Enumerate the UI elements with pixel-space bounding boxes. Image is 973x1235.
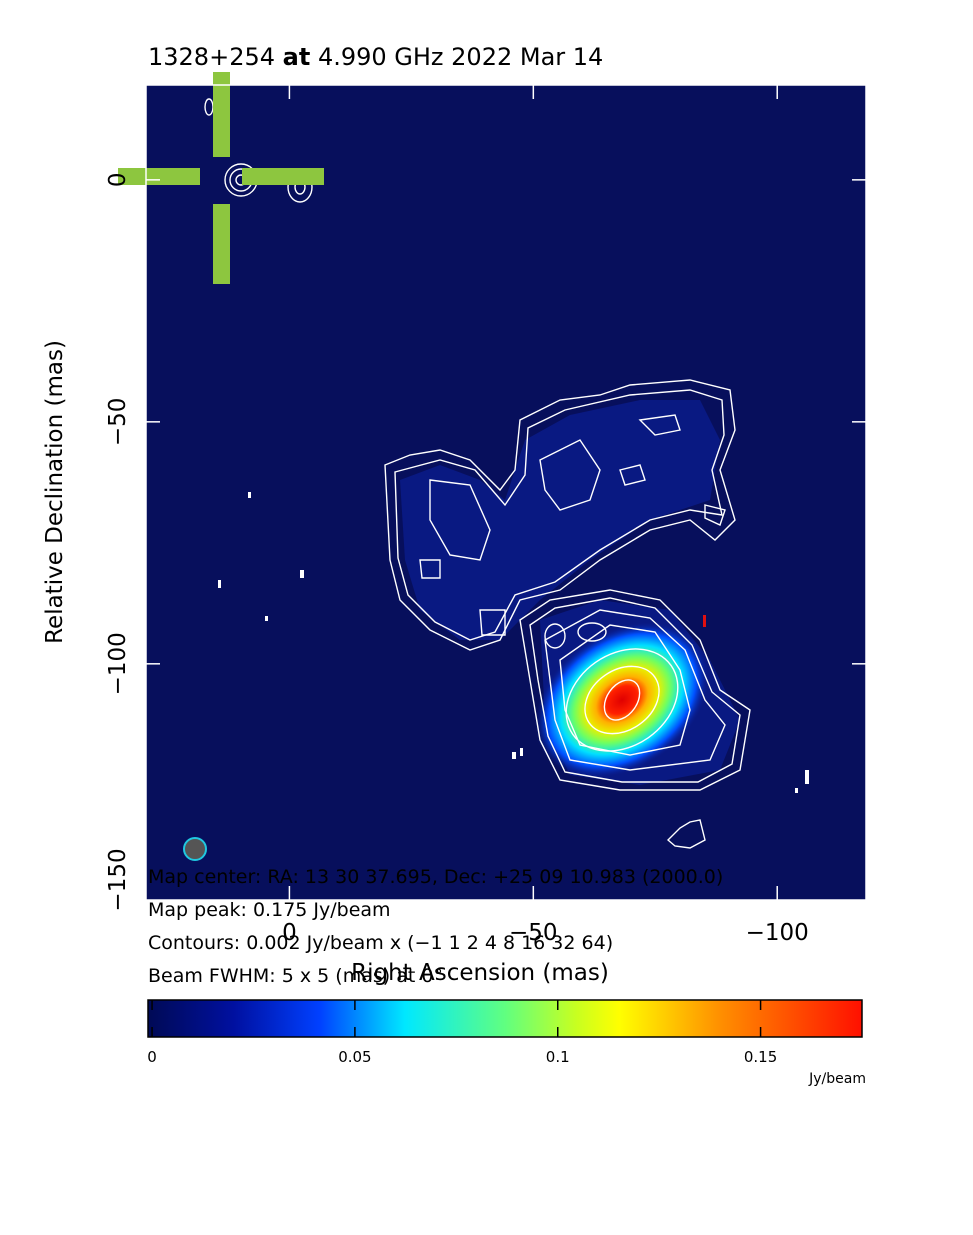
map-info: Contours: 0.002 Jy/beam x (−1 1 2 4 8 16… xyxy=(148,932,613,954)
x-tick-label: −100 xyxy=(746,920,809,946)
page: {"chart_data": {"type": "image", "title"… xyxy=(0,0,973,1231)
negative-spot xyxy=(703,615,706,627)
colorbar-tick-label: 0.05 xyxy=(338,1048,371,1066)
map-info: Map center: RA: 13 30 37.695, Dec: +25 0… xyxy=(148,866,723,888)
y-tick-label: −50 xyxy=(105,398,131,447)
colorbar-tick-label: 0 xyxy=(147,1048,157,1066)
beam xyxy=(184,838,206,860)
title-at: at xyxy=(283,43,311,71)
colorbar-tick-label: 0.1 xyxy=(546,1048,570,1066)
map-info: Map peak: 0.175 Jy/beam xyxy=(148,899,391,921)
y-tick-label: 0 xyxy=(105,173,131,188)
title-source: 1328+254 xyxy=(148,43,275,71)
chart-title: 1328+254 at 4.990 GHz 2022 Mar 14 xyxy=(148,43,603,71)
colorbar-unit: Jy/beam xyxy=(808,1071,866,1087)
map-background xyxy=(146,85,866,900)
y-axis-label: Relative Declination (mas) xyxy=(42,340,68,644)
chart: 1328+254 at 4.990 GHz 2022 Mar 14 xyxy=(0,0,973,1231)
colorbar xyxy=(148,1000,862,1037)
y-tick-label: −150 xyxy=(105,848,131,911)
colorbar-tick-label: 0.15 xyxy=(744,1048,777,1066)
title-rest: 4.990 GHz 2022 Mar 14 xyxy=(318,43,603,71)
map-info: Beam FWHM: 5 x 5 (mas) at 0° xyxy=(148,965,443,987)
y-tick-label: −100 xyxy=(105,632,131,695)
